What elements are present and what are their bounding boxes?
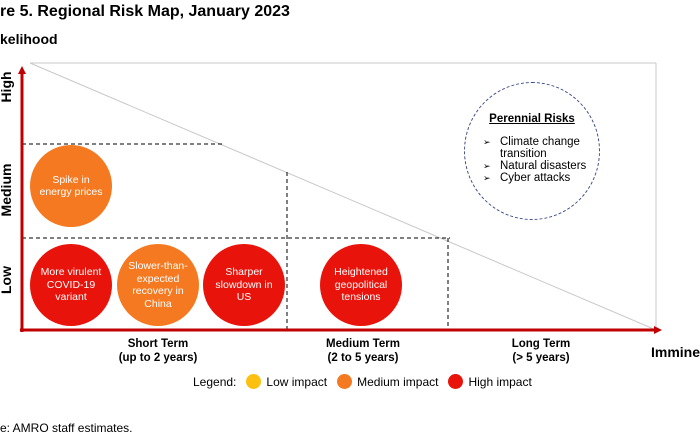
risk-bubble: Spike in energy prices [30,145,112,227]
perennial-risk-item: ➢ Cyber attacks [483,172,595,184]
x-period-long: Long Term (> 5 years) [512,337,571,365]
perennial-risks-list: ➢ Climate change transition ➢ Natural di… [483,136,595,184]
perennial-risk-label: Natural disasters [500,160,587,172]
risk-bubble: More virulent COVID-19 variant [30,244,112,326]
x-period-short: Short Term (up to 2 years) [119,337,198,365]
risk-bubble: Slower-than-expected recovery in China [117,244,199,326]
legend-title: Legend: [193,374,237,389]
perennial-risk-label: Cyber attacks [500,172,571,184]
perennial-risks-title: Perennial Risks [489,113,575,125]
x-period-medium-range: (2 to 5 years) [327,352,399,364]
perennial-risks-circle [464,82,600,220]
perennial-risk-item: ➢ Climate change transition [483,136,595,160]
risk-bubble: Heightened geopolitical tensions [320,244,402,326]
diagonal-line [29,62,657,331]
x-period-medium: Medium Term (2 to 5 years) [326,337,400,365]
x-axis-title: Immine [651,344,700,360]
y-axis-title: kelihood [0,31,58,47]
arrow-bullet-icon: ➢ [483,173,491,183]
x-period-long-range: (> 5 years) [512,352,570,364]
y-level-medium: Medium [0,163,14,217]
source-note: e: AMRO staff estimates. [0,421,133,435]
legend-label-high: High impact [468,374,532,389]
y-level-high: High [0,71,14,103]
chart-title: re 5. Regional Risk Map, January 2023 [0,3,290,20]
perennial-risk-label: Climate change transition [500,136,580,160]
y-level-low: Low [0,266,14,294]
x-period-short-range: (up to 2 years) [118,352,198,364]
arrow-bullet-icon: ➢ [483,137,491,147]
legend-label-medium: Medium impact [357,374,439,389]
x-period-long-title: Long Term [511,338,571,350]
legend-swatch-high [448,374,464,389]
x-period-short-title: Short Term [127,338,189,350]
legend: Legend: Low impact Medium impact High im… [193,374,532,389]
risk-bubble: Sharper slowdown in US [203,244,285,326]
perennial-risk-item: ➢ Natural disasters [483,160,595,172]
legend-label-low: Low impact [266,374,328,389]
arrow-bullet-icon: ➢ [483,161,491,171]
legend-swatch-low [246,374,262,389]
legend-swatch-medium [337,374,353,389]
x-period-medium-title: Medium Term [326,338,400,350]
